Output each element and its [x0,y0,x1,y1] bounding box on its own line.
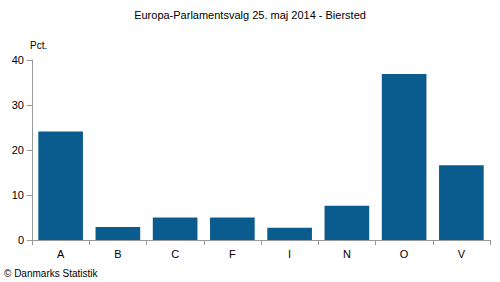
svg-text:O: O [400,248,409,260]
svg-text:I: I [288,248,291,260]
svg-text:V: V [458,248,466,260]
svg-text:30: 30 [12,99,24,111]
svg-text:B: B [114,248,121,260]
svg-text:C: C [171,248,179,260]
svg-text:F: F [229,248,236,260]
svg-text:© Danmarks Statistik: © Danmarks Statistik [4,268,99,279]
svg-text:Europa-Parlamentsvalg 25. maj: Europa-Parlamentsvalg 25. maj 2014 - Bie… [134,9,366,21]
svg-text:10: 10 [12,189,24,201]
svg-text:Pct.: Pct. [30,40,47,51]
svg-text:N: N [343,248,351,260]
svg-text:A: A [57,248,65,260]
svg-text:0: 0 [18,234,24,246]
svg-text:40: 40 [12,54,24,66]
svg-text:20: 20 [12,144,24,156]
